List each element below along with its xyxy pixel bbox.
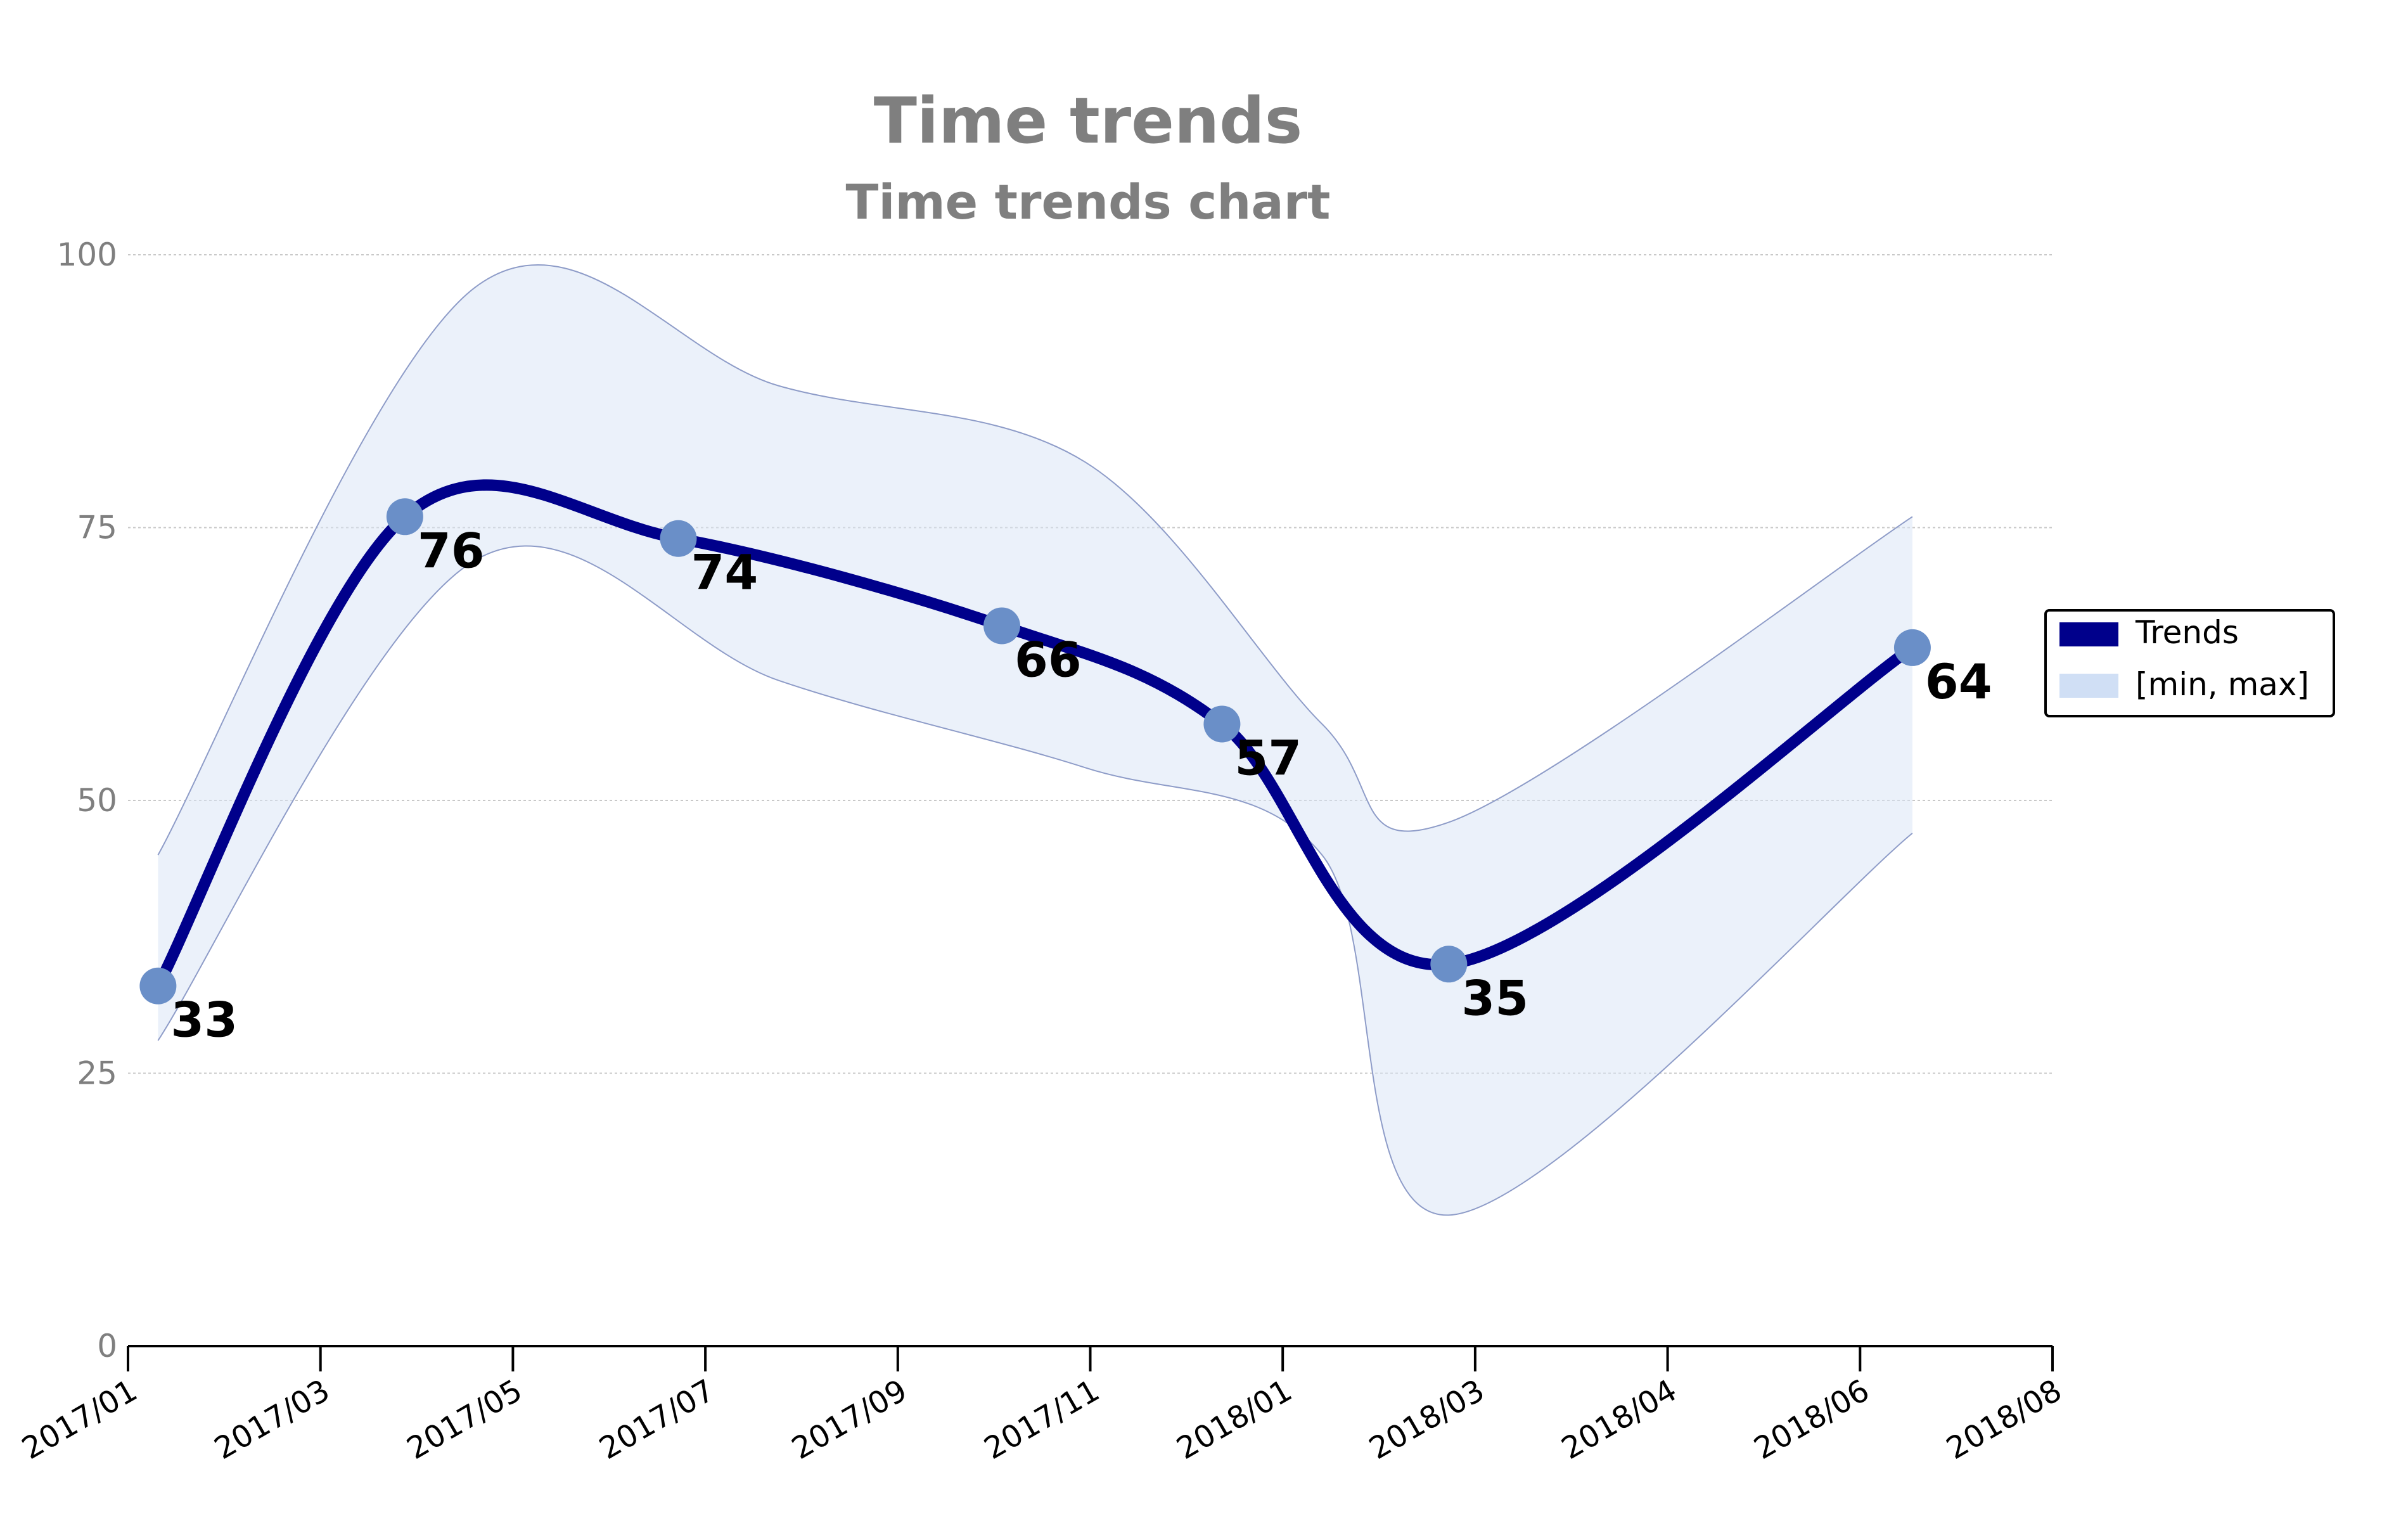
legend-label-min-max: [min, max] bbox=[2136, 666, 2309, 703]
x-tick-label: 2018/04 bbox=[1556, 1373, 1683, 1466]
data-labels: 33 76 74 66 57 35 64 bbox=[170, 522, 1992, 1048]
x-tick-label: 2017/11 bbox=[978, 1373, 1106, 1466]
data-point bbox=[983, 607, 1021, 645]
x-tick-label: 2017/09 bbox=[786, 1373, 913, 1466]
legend-swatch-min-max bbox=[2059, 674, 2118, 698]
band-area bbox=[158, 264, 1912, 1216]
data-label: 35 bbox=[1461, 970, 1528, 1026]
data-point bbox=[1430, 946, 1468, 983]
band-min-edge bbox=[157, 545, 1913, 1216]
x-tick-labels: 2017/01 2017/03 2017/05 2017/07 2017/09 2017/… bbox=[16, 1373, 2068, 1466]
legend-swatch-trends bbox=[2059, 622, 2118, 646]
y-tick-label: 100 bbox=[57, 236, 117, 273]
data-point bbox=[1203, 705, 1241, 743]
data-label: 66 bbox=[1015, 631, 1082, 688]
data-label: 76 bbox=[418, 522, 485, 579]
axes bbox=[127, 1345, 2054, 1371]
x-tick-label: 2017/07 bbox=[593, 1373, 720, 1466]
data-label: 74 bbox=[691, 544, 758, 601]
x-tick-label: 2018/03 bbox=[1363, 1373, 1490, 1466]
y-tick-label: 75 bbox=[77, 510, 117, 546]
y-tick-label: 0 bbox=[97, 1328, 117, 1364]
legend-label-trends: Trends bbox=[2135, 614, 2239, 651]
data-point bbox=[386, 498, 423, 536]
data-label: 57 bbox=[1234, 729, 1302, 786]
data-point bbox=[139, 967, 177, 1004]
x-tick-label: 2018/01 bbox=[1171, 1373, 1298, 1466]
data-label: 33 bbox=[170, 992, 238, 1048]
data-point bbox=[660, 520, 697, 557]
chart-title: Time trends bbox=[874, 84, 1303, 158]
legend: Trends [min, max] bbox=[2044, 609, 2335, 717]
y-tick-labels: 0 25 50 75 100 bbox=[57, 236, 117, 1364]
min-max-band bbox=[157, 264, 1913, 1216]
band-max-edge bbox=[157, 264, 1913, 856]
data-point bbox=[1893, 629, 1931, 666]
x-tick-label: 2017/03 bbox=[208, 1373, 336, 1466]
y-tick-label: 50 bbox=[77, 782, 117, 819]
x-tick-label: 2018/08 bbox=[1940, 1373, 2068, 1466]
data-points bbox=[139, 498, 1931, 1004]
chart-subtitle: Time trends chart bbox=[846, 174, 1331, 230]
x-tick-label: 2017/01 bbox=[16, 1373, 143, 1466]
x-tick-label: 2018/06 bbox=[1748, 1373, 1876, 1466]
data-label: 64 bbox=[1925, 653, 1992, 710]
x-tick-label: 2017/05 bbox=[401, 1373, 528, 1466]
y-tick-label: 25 bbox=[77, 1055, 117, 1092]
